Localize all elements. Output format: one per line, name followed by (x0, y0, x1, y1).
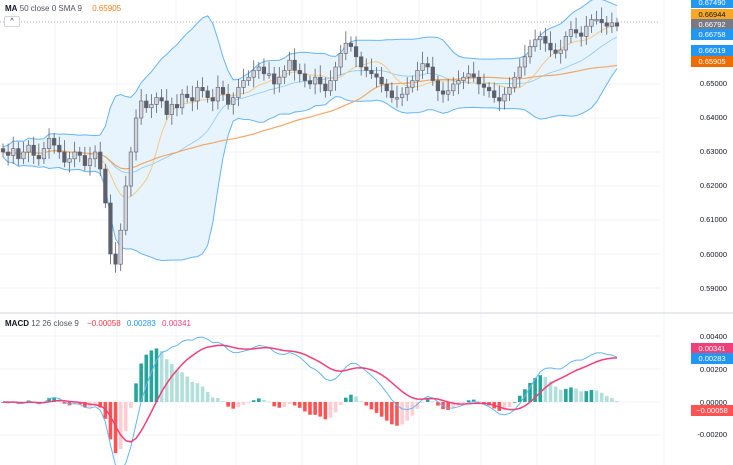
collapse-legend-button[interactable]: ^ (4, 16, 20, 27)
candles (0, 7, 620, 273)
macd-tick: -0.00200 (697, 430, 727, 440)
macd-tag: −0.00058 (691, 405, 733, 416)
macd-legend: MACD 12 26 close 9 −0.00058 0.00283 0.00… (5, 319, 191, 328)
price-tag: 0.66792 (691, 19, 733, 30)
macd-tick: 0.00400 (699, 332, 727, 341)
macd-tick: 0.00000 (699, 397, 727, 407)
macd-tick: 0.00200 (699, 364, 727, 374)
ma-legend-name: MA (5, 4, 18, 13)
macd-tag: 0.00341 (691, 343, 733, 354)
price-tick: 0.64000 (699, 113, 727, 123)
price-tag: 0.66944 (691, 9, 733, 20)
price-tick: 0.60000 (699, 249, 727, 259)
ma-legend-params: 50 close 0 SMA 9 (19, 4, 82, 13)
macd-legend-params: 12 26 close 9 (31, 319, 79, 328)
chevron-up-icon: ^ (10, 18, 14, 25)
price-tick: 0.63000 (699, 147, 727, 157)
macd-signal-value: 0.00341 (162, 319, 191, 328)
price-tag: 0.66019 (691, 45, 733, 56)
macd-hist-value: −0.00058 (87, 319, 121, 328)
bb-upper-tag-label: 0.67490 (698, 0, 726, 7)
ma-legend: MA 50 close 0 SMA 9 0.65905 (5, 4, 121, 13)
price-tick: 0.61000 (699, 215, 727, 225)
macd-tag: 0.00283 (691, 353, 733, 364)
price-tick: 0.65000 (699, 79, 727, 88)
price-tag: 0.65905 (691, 56, 733, 67)
price-tick: 0.62000 (699, 181, 727, 191)
price-tick: 0.59000 (699, 283, 727, 293)
ma-legend-value: 0.65905 (92, 4, 122, 13)
bb-upper-tag: 0.67490 (691, 0, 733, 8)
macd-legend-name: MACD (5, 319, 29, 328)
price-tag: 0.66758 (691, 29, 733, 40)
macd-line-value: 0.00283 (126, 319, 156, 328)
